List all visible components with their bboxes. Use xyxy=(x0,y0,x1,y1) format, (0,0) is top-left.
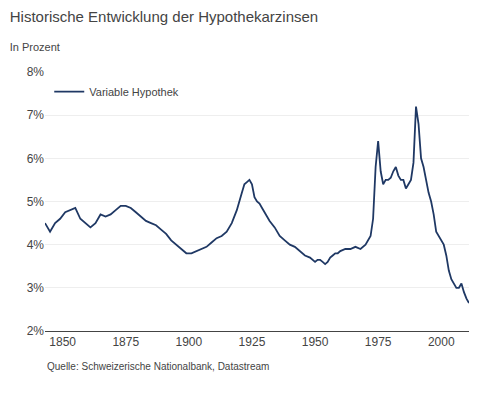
svg-text:1925: 1925 xyxy=(239,335,266,349)
svg-text:Quelle: Schweizerische Nationa: Quelle: Schweizerische Nationalbank, Dat… xyxy=(47,361,269,372)
svg-text:1950: 1950 xyxy=(302,335,329,349)
svg-text:2000: 2000 xyxy=(428,335,455,349)
svg-text:1850: 1850 xyxy=(49,335,76,349)
svg-text:3%: 3% xyxy=(27,281,45,295)
svg-text:1975: 1975 xyxy=(365,335,392,349)
svg-text:In Prozent: In Prozent xyxy=(10,41,60,53)
svg-text:5%: 5% xyxy=(27,195,45,209)
svg-text:7%: 7% xyxy=(27,108,45,122)
svg-text:1875: 1875 xyxy=(112,335,139,349)
svg-text:1900: 1900 xyxy=(176,335,203,349)
svg-text:2%: 2% xyxy=(27,324,45,338)
svg-text:8%: 8% xyxy=(27,65,45,79)
svg-text:Historische Entwicklung der Hy: Historische Entwicklung der Hypothekarzi… xyxy=(10,8,318,25)
svg-text:6%: 6% xyxy=(27,152,45,166)
svg-text:Variable Hypothek: Variable Hypothek xyxy=(89,86,179,98)
svg-text:4%: 4% xyxy=(27,238,45,252)
